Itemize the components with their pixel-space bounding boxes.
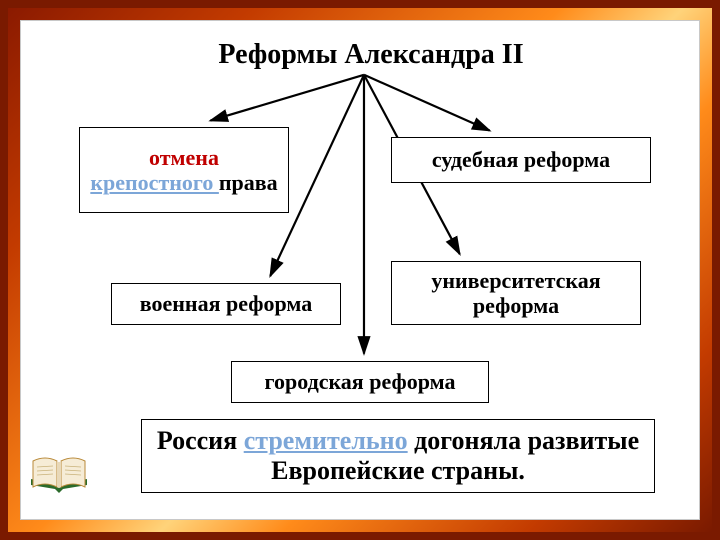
node-judicial-reform: судебная реформа [391,137,651,183]
conclusion-text-prefix: Россия [157,426,244,455]
slide-frame: Реформы Александра II отмена крепостного… [0,0,720,540]
node-text-part: права [219,170,278,195]
open-book-icon [27,449,91,497]
conclusion-text-link[interactable]: стремительно [244,426,408,455]
arrow-to-judicial [364,75,490,131]
node-text-part: отмена [149,145,219,170]
node-city-reform: городская реформа [231,361,489,403]
node-text-part-link[interactable]: крепостного [90,170,219,195]
node-abolition-of-serfdom: отмена крепостного права [79,127,289,213]
arrow-to-serfdom [210,75,364,121]
conclusion-box: Россия стремительно догоняла развитые Ев… [141,419,655,493]
node-military-reform: военная реформа [111,283,341,325]
slide-canvas: Реформы Александра II отмена крепостного… [20,20,700,520]
diagram-title: Реформы Александра II [191,39,551,71]
node-university-reform: университетская реформа [391,261,641,325]
